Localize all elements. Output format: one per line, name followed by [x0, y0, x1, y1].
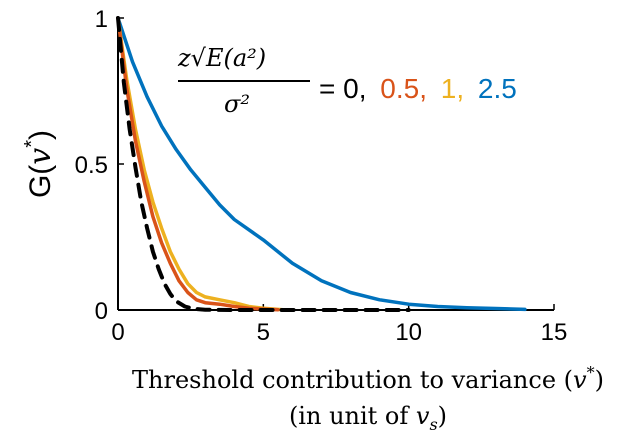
- annotation-value-0-5: 0.5,: [380, 73, 427, 104]
- svg-text:(in unit of vs): (in unit of vs): [289, 402, 447, 434]
- x-label-line2-subscript: s: [429, 415, 437, 434]
- annotation-value-1: 1,: [441, 73, 464, 104]
- annotation-numerator: z√E(a²): [177, 44, 266, 72]
- y-label-prefix: G(: [24, 165, 57, 198]
- y-tick-label: 0: [95, 298, 108, 325]
- axis-ticks: 0 5 10 15 0 0.5 1: [75, 6, 568, 346]
- x-tick-label: 5: [257, 319, 270, 346]
- svg-text:G(v*): G(v*): [21, 130, 58, 198]
- series-line-0: [116, 16, 411, 312]
- annotation-fraction: z√E(a²) σ²: [177, 44, 310, 118]
- y-axis-label: G(v*): [21, 130, 58, 198]
- svg-text:= 0, 0.5, 1,: = 0, 0.5, 1, 2.5: [319, 73, 517, 104]
- annotation-denominator: σ²: [224, 90, 250, 118]
- x-label-line1: Threshold contribution to variance (: [132, 366, 573, 394]
- x-axis-label: Threshold contribution to variance (v*) …: [132, 363, 604, 434]
- annotation: z√E(a²) σ² = 0, 0.5, 1, 2.5: [177, 44, 517, 118]
- annotation-equals: = 0,: [319, 73, 366, 104]
- x-label-superscript: *: [587, 363, 595, 382]
- x-label-line2-close: ): [438, 402, 447, 430]
- y-label-symbol: v: [23, 148, 58, 165]
- y-tick-label: 1: [95, 6, 108, 33]
- x-label-line2: (in unit of: [289, 402, 416, 430]
- x-tick-label: 0: [111, 319, 124, 346]
- svg-text:Threshold contribution to vari: Threshold contribution to variance (v*): [132, 363, 604, 394]
- x-tick-label: 15: [541, 319, 568, 346]
- y-label-superscript: *: [21, 140, 43, 148]
- y-label-close: ): [24, 130, 57, 140]
- y-tick-label: 0.5: [75, 152, 108, 179]
- series-lines: [116, 16, 527, 312]
- series-line-2-5: [116, 16, 527, 312]
- x-label-symbol: v: [573, 366, 587, 394]
- x-tick-label: 10: [395, 319, 422, 346]
- x-label-line2-symbol: v: [416, 402, 430, 430]
- x-label-close: ): [595, 366, 604, 394]
- series-line-0-5: [116, 16, 280, 312]
- annotation-value-2-5: 2.5: [478, 73, 517, 104]
